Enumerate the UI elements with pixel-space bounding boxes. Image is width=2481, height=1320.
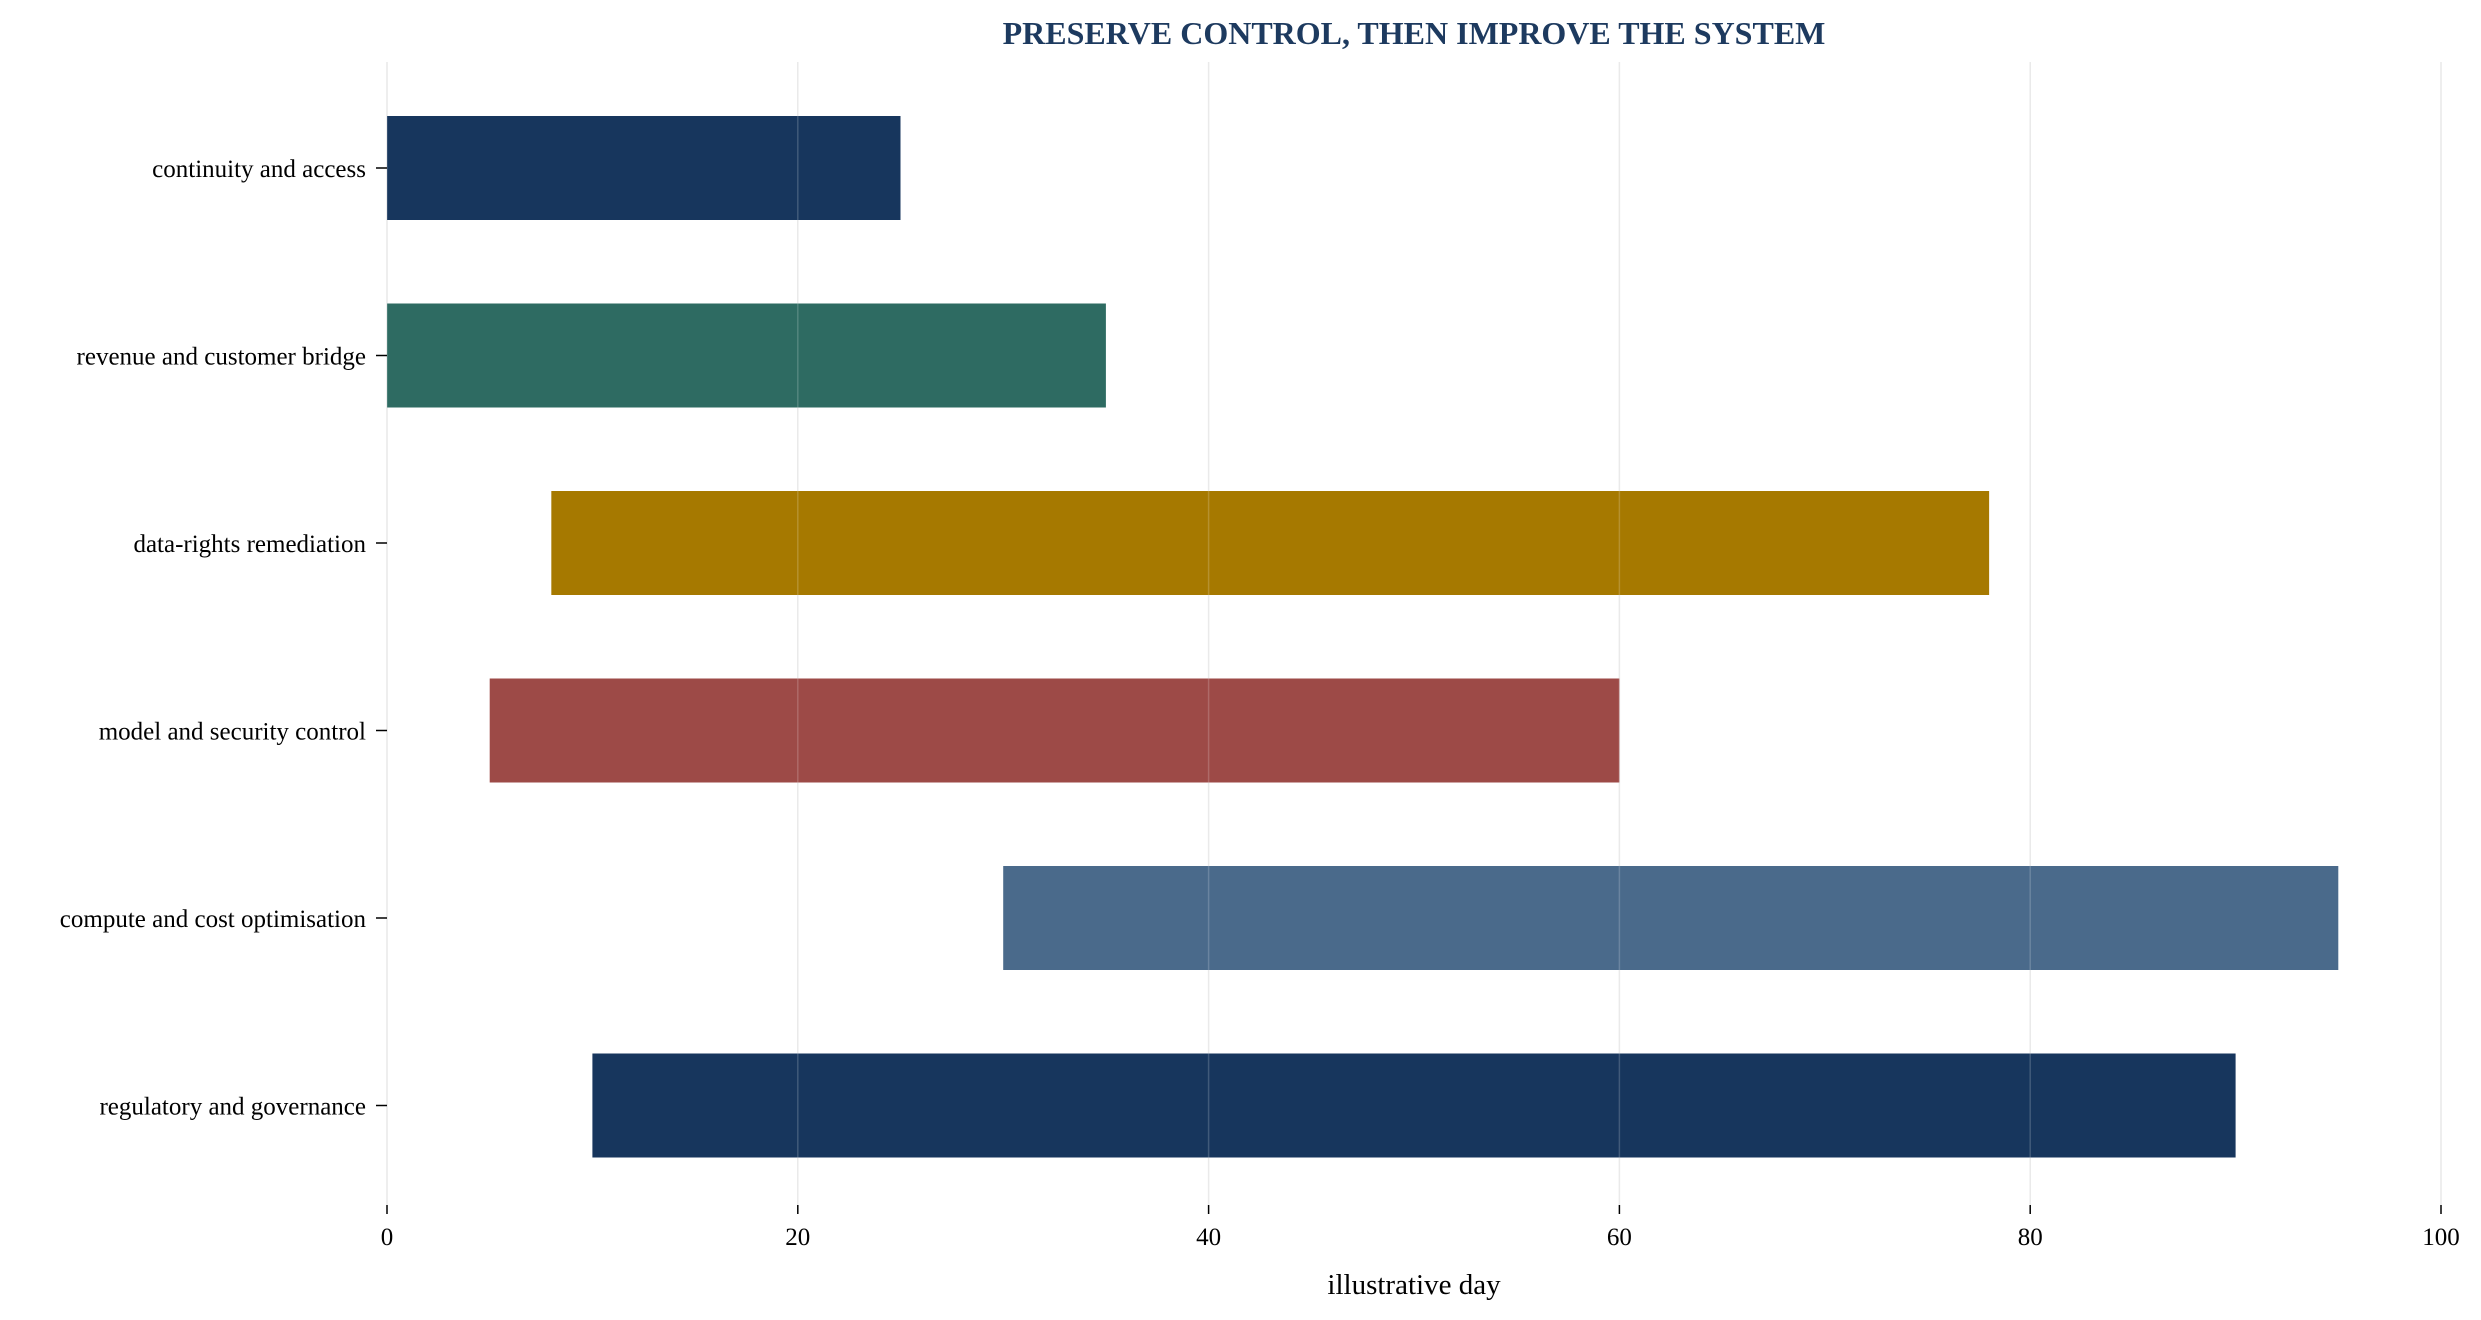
x-tick-label: 80 [2018, 1224, 2043, 1251]
bars [386, 62, 2442, 1205]
grid-lines [386, 62, 2442, 1205]
x-tick-label: 60 [1607, 1224, 1632, 1251]
chart-title: PRESERVE CONTROL, THEN IMPROVE THE SYSTE… [1003, 15, 1826, 51]
y-axis: continuity and access revenue and custome… [60, 156, 387, 1121]
bar [489, 678, 1620, 783]
x-tick-label: 40 [1196, 1224, 1221, 1251]
category-label: revenue and customer bridge [77, 344, 366, 371]
bar [1003, 866, 2339, 970]
bar [551, 491, 1990, 595]
bar [387, 116, 901, 220]
x-tick-label: 0 [381, 1224, 394, 1251]
bar [387, 303, 1106, 408]
category-label: regulatory and governance [99, 1094, 366, 1121]
grid-overlay [386, 62, 2442, 1205]
category-label: data-rights remediation [133, 531, 366, 558]
x-tick-label: 100 [2422, 1224, 2460, 1251]
x-axis-label: illustrative day [1327, 1269, 1501, 1301]
bar [592, 1053, 2236, 1158]
category-label: compute and cost optimisation [60, 906, 367, 933]
x-axis: 0 20 40 60 80 100 [381, 1205, 2460, 1251]
category-label: continuity and access [152, 156, 366, 183]
category-label: model and security control [99, 719, 366, 746]
x-tick-label: 20 [785, 1224, 810, 1251]
